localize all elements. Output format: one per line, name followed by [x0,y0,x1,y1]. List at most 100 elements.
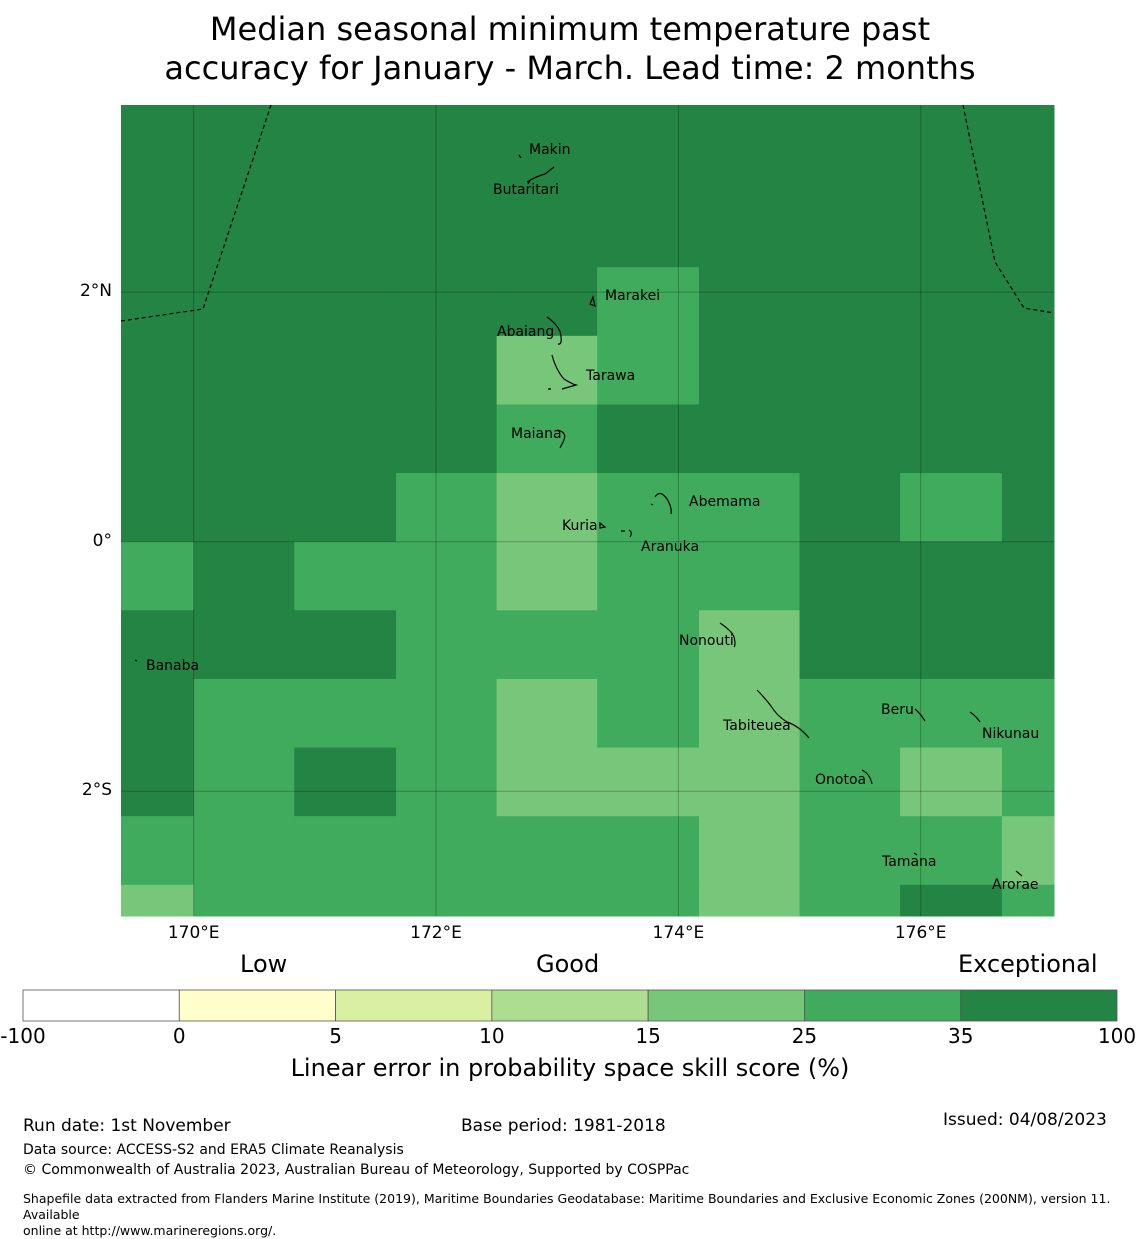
skill-cell [193,404,295,474]
skill-cell [900,678,1003,749]
skill-cell [121,884,195,917]
skill-cell [799,747,901,817]
skill-cell [294,105,397,268]
skill-cell [597,541,700,611]
island-label: Butaritari [493,182,559,198]
shapefile-credit: Shapefile data extracted from Flanders M… [23,1191,1138,1239]
shapefile-credit-line-1: Shapefile data extracted from Flanders M… [23,1191,1111,1222]
skill-cell [698,541,801,611]
latitude-tick-label: 0° [92,530,112,551]
skill-cell [900,404,1003,474]
skill-cell [1001,473,1055,543]
skill-cell [121,404,195,474]
island-label: Tarawa [585,368,635,384]
skill-cell [1001,747,1055,817]
copyright: © Commonwealth of Australia 2023, Austra… [23,1162,690,1178]
beru-outline [914,708,926,722]
run-date: Run date: 1st November [23,1116,231,1136]
skill-cell [799,105,901,268]
skill-cell [698,884,801,917]
base-period: Base period: 1981-2018 [461,1116,666,1136]
island-label: Arorae [992,877,1039,893]
island-label: Tamana [881,854,936,870]
category-exceptional: Exceptional [958,950,1098,978]
skill-cell [597,816,700,886]
skill-cell [900,816,1003,886]
skill-cell [698,816,801,886]
shapefile-credit-line-2: online at http://www.marineregions.org/. [23,1223,277,1238]
tarawa-outline [548,354,579,390]
skill-cell [294,747,397,817]
colorbar [22,989,1118,1022]
island-label: Nonouti [679,633,734,649]
colorbar-tick-label: 5 [329,1024,342,1048]
skill-cell [396,816,498,886]
skill-cell [799,404,901,474]
skill-cell [496,404,598,474]
longitude-tick-label: 174°E [652,923,705,943]
skill-cell [496,335,598,405]
skill-cell [496,105,598,268]
island-label: Onotoa [815,772,866,788]
skill-cell [396,267,498,337]
island-labels: Makin Butaritari Marakei Abaiang Tarawa Maian… [146,142,1039,893]
skill-cell [193,610,295,680]
skill-cell [193,747,295,817]
skill-cell [597,678,700,749]
longitude-tick-label: 176°E [894,923,947,943]
skill-cell [496,816,598,886]
skill-cell [496,610,598,680]
skill-cell [294,335,397,405]
skill-cell [121,747,195,817]
island-label: Banaba [146,658,199,674]
skill-cell [1001,610,1055,680]
colorbar-segment [178,989,336,1022]
skill-cell [597,747,700,817]
skill-cell [900,473,1003,543]
skill-cell [294,267,397,337]
title-line-2: accuracy for January - March. Lead time:… [164,49,976,87]
skill-cell [294,610,397,680]
banaba-outline [134,659,138,662]
skill-cell [294,473,397,543]
skill-cell [121,816,195,886]
skill-cell [496,678,598,749]
skill-cell [496,747,598,817]
eez-boundary-west [120,104,272,322]
abemama-outline [650,492,672,515]
skill-cell [396,610,498,680]
skill-cell [1001,678,1055,749]
skill-cell [396,678,498,749]
skill-cell [396,747,498,817]
skill-cell [799,335,901,405]
skill-cell [698,678,801,749]
makin-outline [518,154,522,159]
skill-cell [597,105,700,268]
colorbar-tick-label: 15 [635,1024,661,1048]
skill-cell [121,335,195,405]
skill-cell [900,747,1003,817]
skill-cell [1001,541,1055,611]
skill-cell [799,884,901,917]
data-source: Data source: ACCESS-S2 and ERA5 Climate … [23,1142,404,1158]
skill-cell [799,816,901,886]
skill-cell [1001,816,1055,886]
colorbar-title: Linear error in probability space skill … [290,1054,850,1082]
colorbar-segment [335,989,493,1022]
skill-cell [900,267,1003,337]
skill-cell [698,610,801,680]
colorbar-segment [804,989,962,1022]
longitude-tick-label: 172°E [410,923,462,943]
butaritari-outline [526,166,555,185]
skill-cell [496,541,598,611]
skill-cell [496,884,598,917]
skill-cell [698,335,801,405]
skill-cell [597,473,700,543]
skill-cell [294,884,397,917]
skill-cell [396,541,498,611]
skill-cell [698,267,801,337]
island-label: Maiana [511,426,562,442]
skill-cell [698,105,801,268]
latitude-tick-label: 2°N [79,281,112,302]
